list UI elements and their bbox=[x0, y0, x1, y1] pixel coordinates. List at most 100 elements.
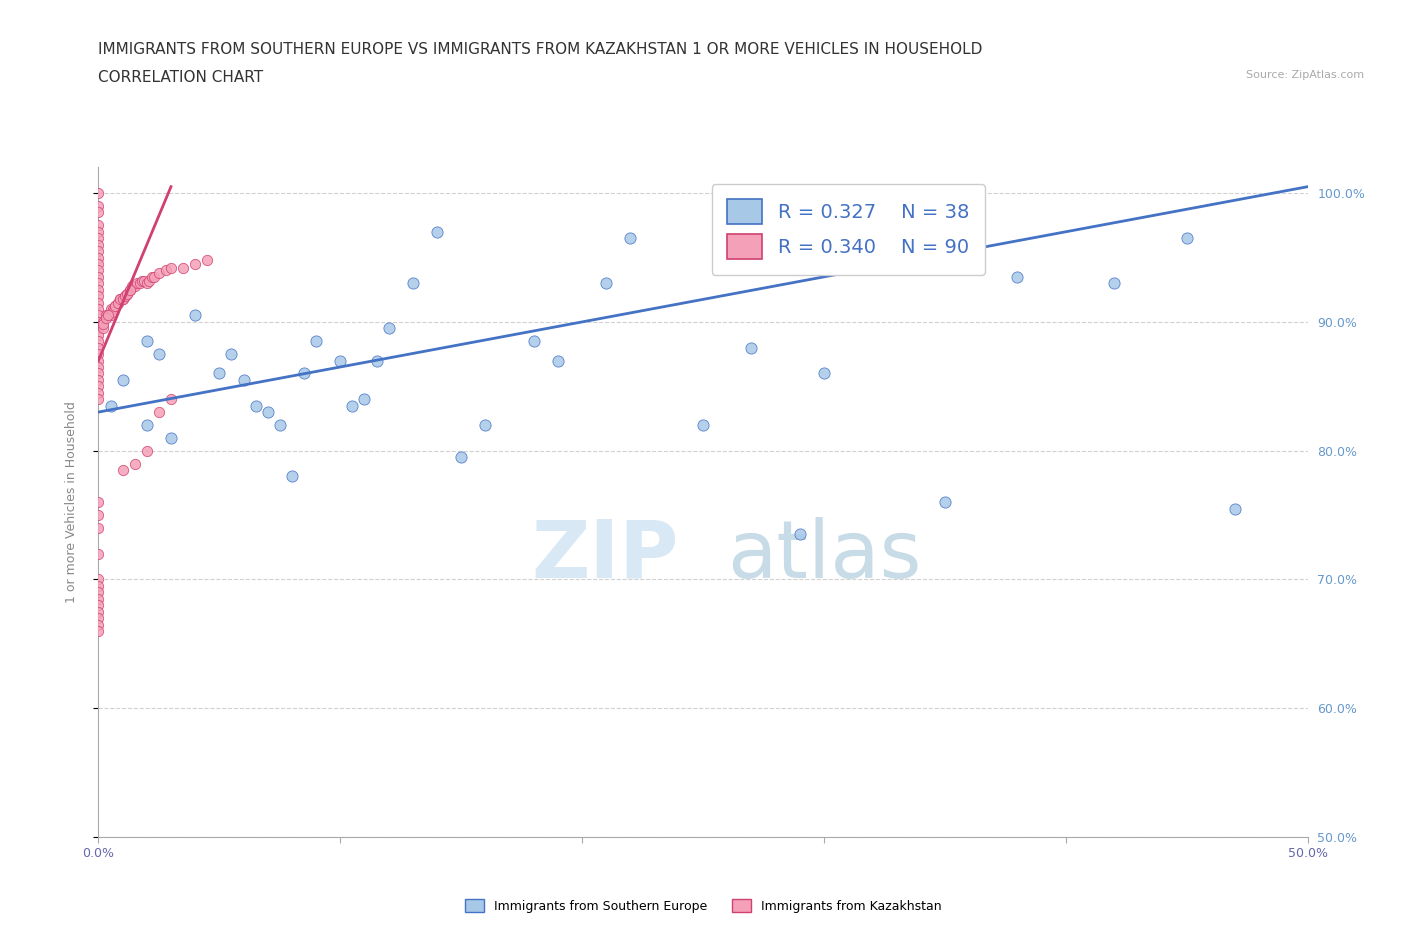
Point bbox=[87, 334, 110, 349]
Point bbox=[87, 257, 110, 272]
Point bbox=[121, 278, 143, 293]
Point bbox=[127, 276, 149, 291]
Point bbox=[281, 469, 304, 484]
Point bbox=[135, 444, 157, 458]
Point bbox=[128, 276, 150, 291]
Point bbox=[160, 260, 183, 275]
Legend: Immigrants from Southern Europe, Immigrants from Kazakhstan: Immigrants from Southern Europe, Immigra… bbox=[458, 893, 948, 919]
Point bbox=[377, 321, 399, 336]
Point bbox=[87, 231, 110, 246]
Point bbox=[619, 231, 641, 246]
Point bbox=[117, 286, 139, 301]
Point bbox=[108, 291, 131, 306]
Point bbox=[118, 283, 141, 298]
Point bbox=[108, 291, 131, 306]
Point bbox=[87, 244, 110, 259]
Point bbox=[148, 405, 170, 419]
Point bbox=[232, 372, 254, 387]
Point bbox=[87, 327, 110, 342]
Point bbox=[87, 360, 110, 375]
Point bbox=[87, 521, 110, 536]
Point bbox=[107, 295, 129, 310]
Point bbox=[87, 495, 110, 510]
Point bbox=[118, 283, 141, 298]
Point bbox=[87, 546, 110, 561]
Point bbox=[100, 308, 122, 323]
Point bbox=[148, 347, 170, 362]
Point bbox=[87, 618, 110, 632]
Point bbox=[1175, 231, 1198, 246]
Point bbox=[87, 237, 110, 252]
Point bbox=[1007, 270, 1029, 285]
Text: ZIP: ZIP bbox=[531, 517, 679, 595]
Point bbox=[692, 418, 714, 432]
Text: CORRELATION CHART: CORRELATION CHART bbox=[98, 70, 263, 85]
Point bbox=[87, 598, 110, 613]
Point bbox=[111, 291, 134, 306]
Point bbox=[342, 398, 364, 413]
Point bbox=[111, 372, 134, 387]
Point bbox=[160, 392, 183, 406]
Point bbox=[87, 508, 110, 523]
Point bbox=[329, 353, 352, 368]
Point bbox=[1102, 276, 1125, 291]
Point bbox=[450, 450, 472, 465]
Point bbox=[87, 276, 110, 291]
Point bbox=[135, 334, 157, 349]
Point bbox=[789, 527, 811, 542]
Point bbox=[87, 288, 110, 303]
Point bbox=[87, 385, 110, 400]
Point bbox=[87, 585, 110, 600]
Point bbox=[101, 301, 124, 316]
Point bbox=[256, 405, 278, 419]
Point bbox=[87, 353, 110, 368]
Point bbox=[87, 623, 110, 638]
Point bbox=[474, 418, 496, 432]
Point bbox=[934, 495, 956, 510]
Point bbox=[740, 340, 762, 355]
Point bbox=[595, 276, 617, 291]
Point bbox=[402, 276, 425, 291]
Point bbox=[547, 353, 569, 368]
Point bbox=[87, 314, 110, 329]
Point bbox=[195, 253, 218, 268]
Point bbox=[87, 205, 110, 219]
Point bbox=[124, 278, 146, 293]
Point bbox=[155, 263, 177, 278]
Point bbox=[353, 392, 375, 406]
Point bbox=[813, 366, 835, 381]
Point bbox=[124, 456, 146, 471]
Point bbox=[91, 321, 114, 336]
Point bbox=[87, 591, 110, 606]
Text: atlas: atlas bbox=[727, 517, 921, 595]
Point bbox=[87, 199, 110, 214]
Point bbox=[104, 299, 127, 314]
Point bbox=[111, 291, 134, 306]
Point bbox=[87, 308, 110, 323]
Point bbox=[101, 304, 124, 319]
Point bbox=[135, 276, 157, 291]
Point bbox=[87, 224, 110, 239]
Point bbox=[117, 286, 139, 301]
Point bbox=[141, 270, 163, 285]
Point bbox=[221, 347, 243, 362]
Point bbox=[94, 308, 117, 323]
Point bbox=[87, 186, 110, 201]
Point bbox=[148, 266, 170, 281]
Point bbox=[305, 334, 328, 349]
Point bbox=[87, 250, 110, 265]
Point bbox=[87, 392, 110, 406]
Point bbox=[87, 340, 110, 355]
Point bbox=[87, 379, 110, 393]
Point bbox=[87, 604, 110, 619]
Point bbox=[172, 260, 194, 275]
Point bbox=[1223, 501, 1246, 516]
Point bbox=[107, 295, 129, 310]
Point bbox=[87, 301, 110, 316]
Point bbox=[184, 308, 207, 323]
Text: Source: ZipAtlas.com: Source: ZipAtlas.com bbox=[1246, 70, 1364, 80]
Point bbox=[87, 366, 110, 381]
Point bbox=[87, 572, 110, 587]
Legend: R = 0.327    N = 38, R = 0.340    N = 90: R = 0.327 N = 38, R = 0.340 N = 90 bbox=[711, 184, 984, 274]
Point bbox=[184, 257, 207, 272]
